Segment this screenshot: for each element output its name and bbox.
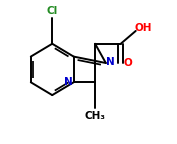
Text: CH₃: CH₃	[85, 111, 106, 121]
Text: N: N	[106, 57, 115, 67]
Text: OH: OH	[134, 23, 152, 33]
Text: O: O	[123, 58, 132, 68]
Text: Cl: Cl	[47, 6, 58, 16]
Text: N: N	[64, 77, 73, 87]
